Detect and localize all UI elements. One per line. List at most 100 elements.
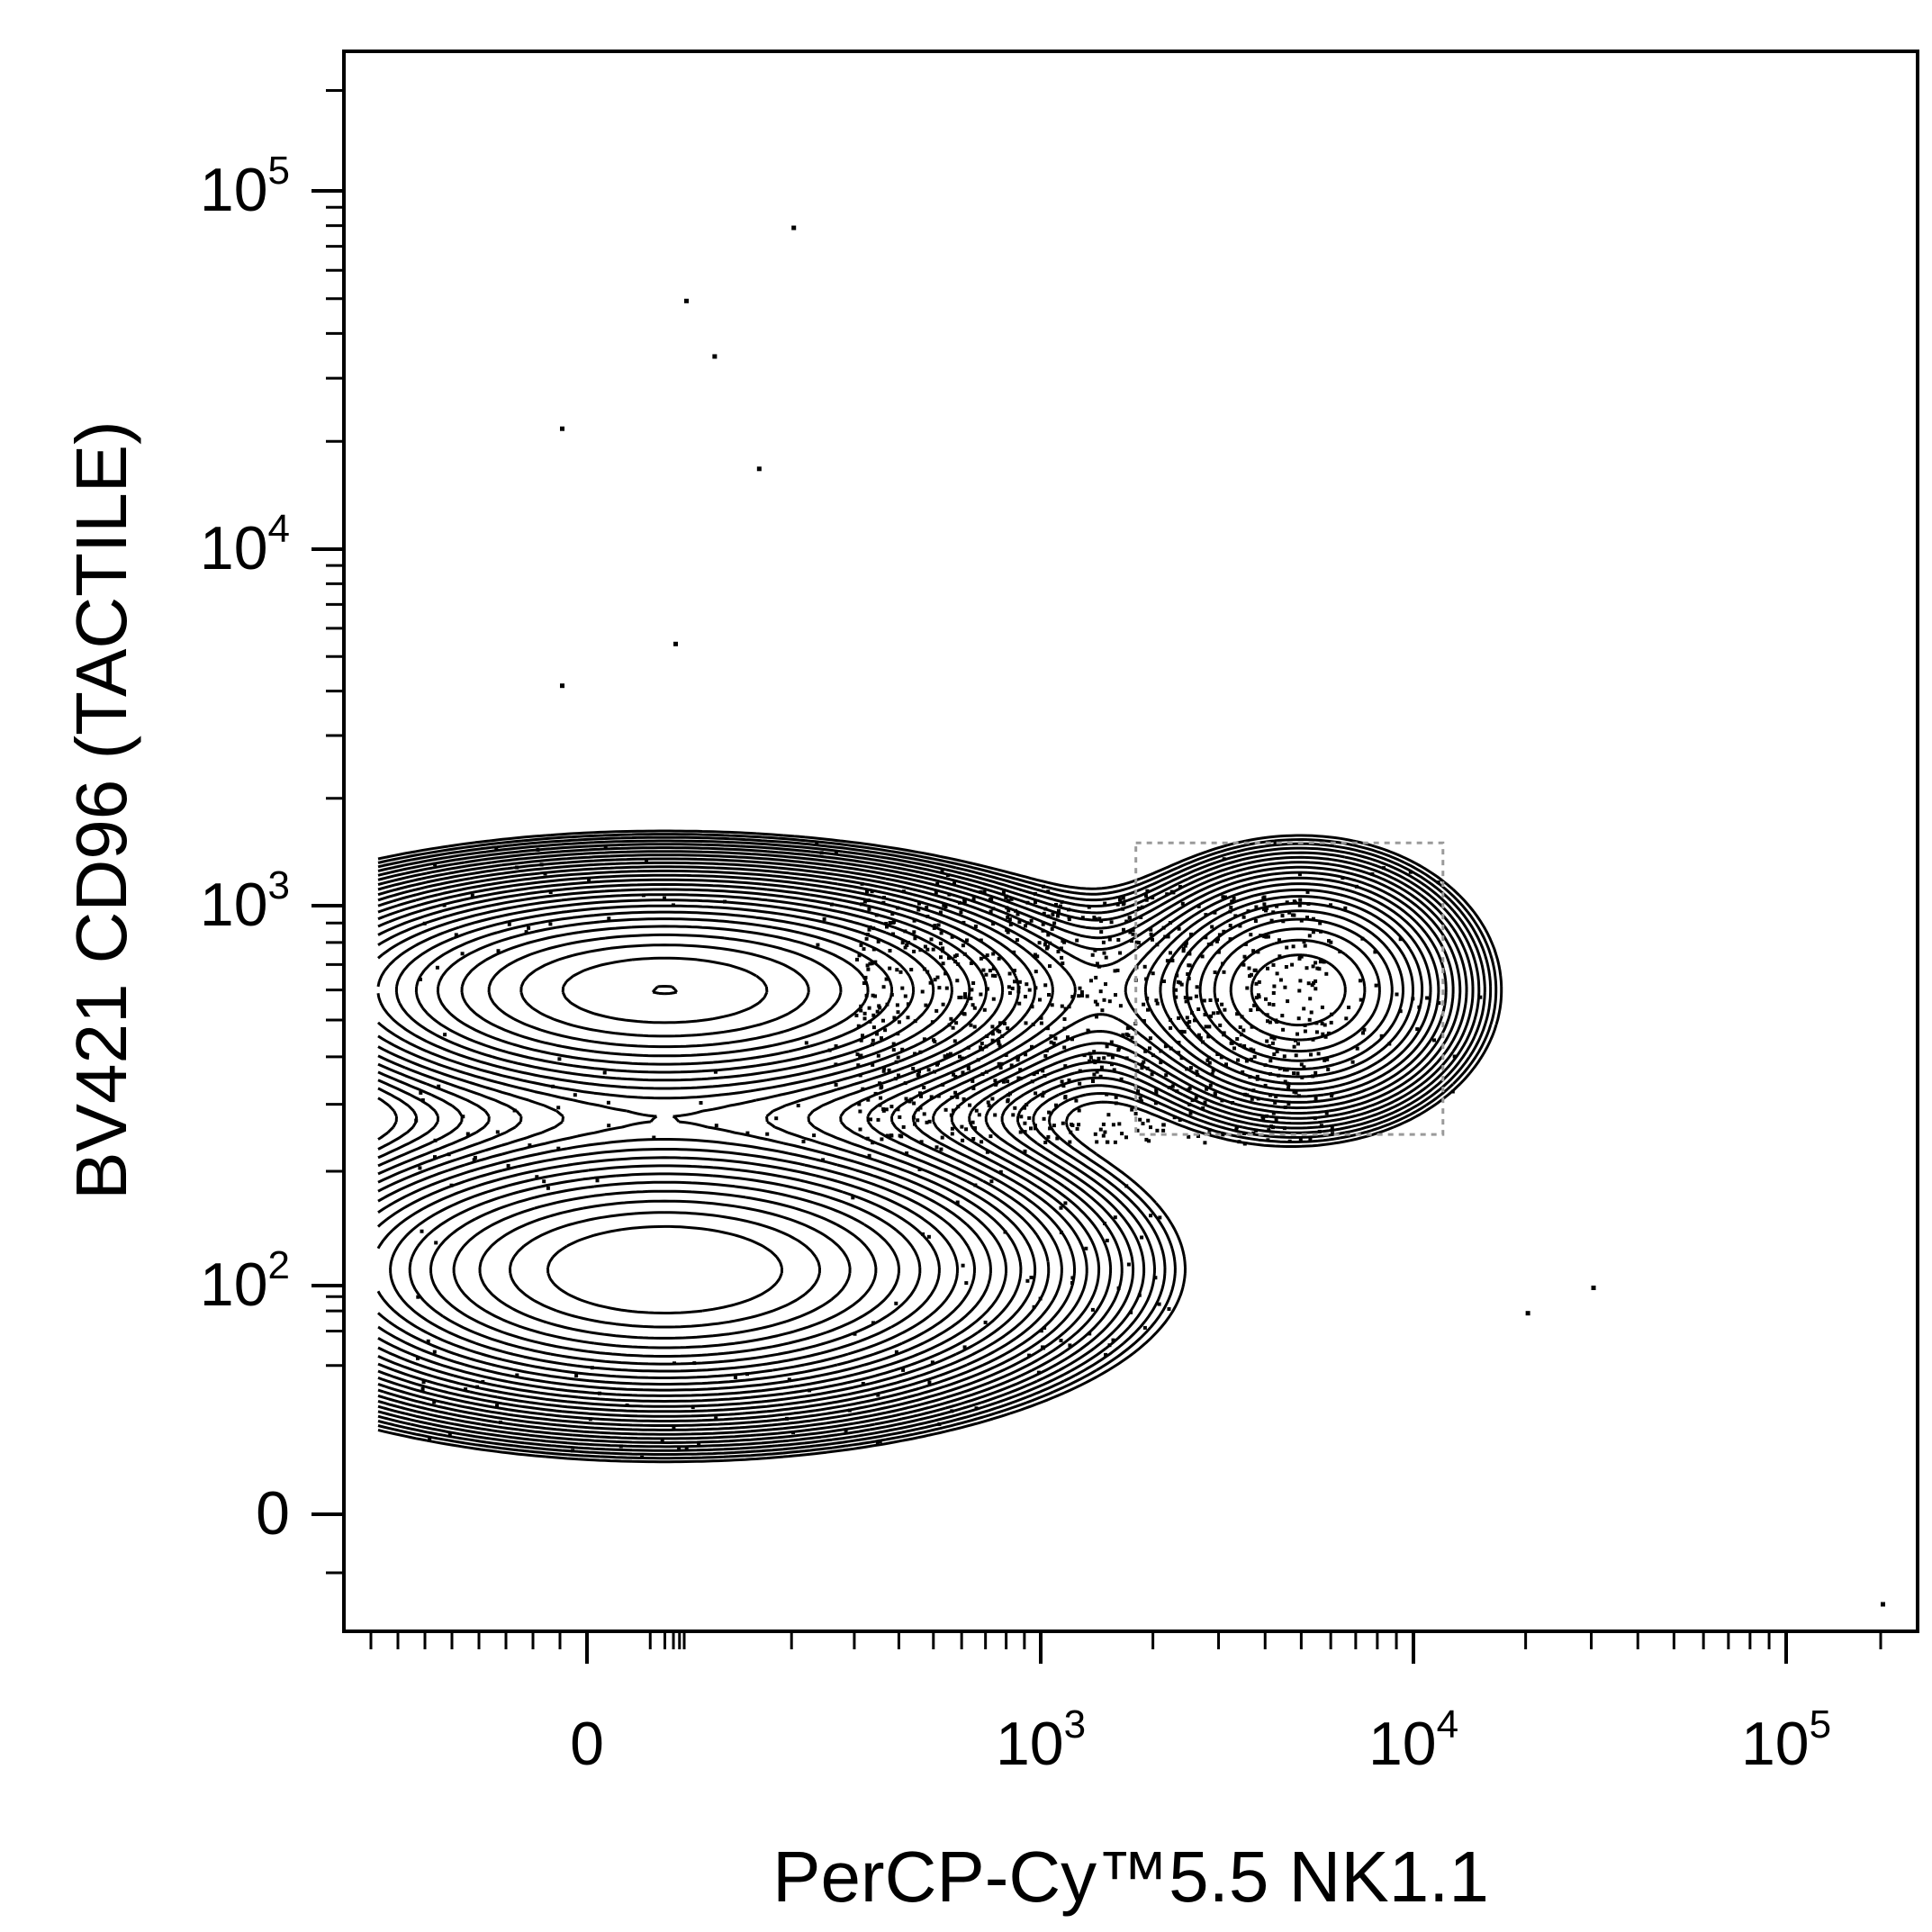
event-dot (1317, 967, 1322, 971)
event-dot (980, 1140, 984, 1144)
event-dot (1311, 930, 1315, 934)
event-dot (1062, 1017, 1067, 1021)
event-dot (856, 1024, 861, 1028)
event-dot (862, 947, 866, 952)
event-dot (1321, 1032, 1325, 1036)
contour-line (429, 925, 900, 1358)
event-dot (472, 1158, 476, 1162)
event-dot (1183, 943, 1187, 948)
event-dot (933, 924, 937, 928)
event-dot (1167, 1307, 1171, 1311)
event-dot (1201, 1106, 1205, 1110)
event-dot (1023, 1121, 1027, 1125)
event-dot (917, 1070, 921, 1074)
event-dot (1166, 934, 1170, 939)
event-dot (1048, 964, 1052, 969)
event-dot (1209, 1014, 1213, 1018)
event-dot (1155, 1001, 1160, 1006)
event-dot (1298, 1138, 1303, 1142)
event-dot (894, 1350, 898, 1354)
event-dot (1298, 979, 1303, 983)
event-dot (652, 1135, 656, 1140)
event-dot (1305, 889, 1310, 894)
event-dot (922, 1086, 926, 1089)
event-dot (1250, 1097, 1254, 1101)
event-dot (1060, 955, 1064, 960)
event-dot (938, 941, 943, 945)
event-dot (1111, 1123, 1115, 1127)
event-dot (962, 1012, 967, 1016)
event-dot (867, 1153, 871, 1158)
contour-line (377, 829, 1503, 1464)
event-dot (1001, 1079, 1006, 1084)
event-dot (898, 1133, 902, 1138)
event-dot (464, 1387, 468, 1392)
event-dot (1097, 1056, 1101, 1061)
event-dot (951, 1108, 955, 1113)
event-dot (1250, 972, 1253, 977)
event-dot (1305, 916, 1309, 920)
y-tick-label: 0 (256, 1479, 290, 1548)
event-dot (673, 641, 679, 646)
event-dot (1136, 941, 1141, 945)
event-dot (1272, 984, 1277, 989)
event-dot (1035, 954, 1040, 959)
event-dot (1211, 1011, 1215, 1016)
event-dot (1298, 954, 1302, 959)
event-dot (1104, 982, 1107, 987)
event-dot (684, 298, 689, 303)
event-dot (871, 1013, 876, 1017)
event-dot (898, 1115, 902, 1119)
event-dot (1315, 966, 1320, 971)
event-dot (1249, 933, 1253, 937)
event-dot (934, 890, 938, 895)
event-dot (1207, 1025, 1212, 1029)
event-dot (993, 1079, 998, 1083)
event-dot (1124, 1135, 1128, 1140)
event-dot (922, 1112, 926, 1116)
event-dot (1183, 996, 1187, 999)
event-dot (1379, 1034, 1384, 1038)
event-dot (1232, 1046, 1236, 1051)
event-dot (871, 993, 875, 998)
event-dot (952, 1039, 957, 1043)
event-dot (420, 1229, 424, 1233)
event-dot (1292, 1089, 1296, 1094)
event-dot (1275, 1050, 1279, 1053)
event-dot (1121, 896, 1125, 900)
event-dot (1298, 898, 1303, 902)
event-dot (1306, 981, 1311, 986)
event-dot (939, 955, 943, 960)
event-dot (989, 1179, 994, 1184)
event-dot (1329, 903, 1332, 907)
event-dot (1241, 1070, 1245, 1074)
event-dot (1131, 932, 1135, 936)
event-dot (1121, 1033, 1125, 1037)
event-dot (997, 1042, 1001, 1045)
event-dot (745, 1131, 750, 1135)
event-dot (1136, 1089, 1141, 1094)
event-dot (1006, 1026, 1010, 1031)
event-dot (1316, 1052, 1321, 1056)
event-dot (1309, 1052, 1313, 1057)
event-dot (855, 957, 859, 961)
event-dot (1323, 1023, 1327, 1027)
event-dot (985, 953, 989, 958)
event-dot (891, 1042, 896, 1046)
event-dot (1150, 1072, 1154, 1077)
event-dot (822, 916, 826, 921)
event-dot (1269, 1035, 1274, 1040)
event-dot (556, 1106, 561, 1110)
event-dot (420, 1386, 425, 1391)
event-dot (602, 1070, 607, 1075)
event-dot (1257, 995, 1261, 999)
event-dot (1263, 1083, 1268, 1088)
contour-line (377, 878, 1414, 1408)
event-dot (935, 881, 940, 886)
event-dot (1009, 1063, 1014, 1068)
event-dot (927, 1380, 932, 1385)
event-dot (1074, 1098, 1079, 1103)
event-dot (1181, 949, 1186, 953)
event-dot (974, 1108, 979, 1113)
